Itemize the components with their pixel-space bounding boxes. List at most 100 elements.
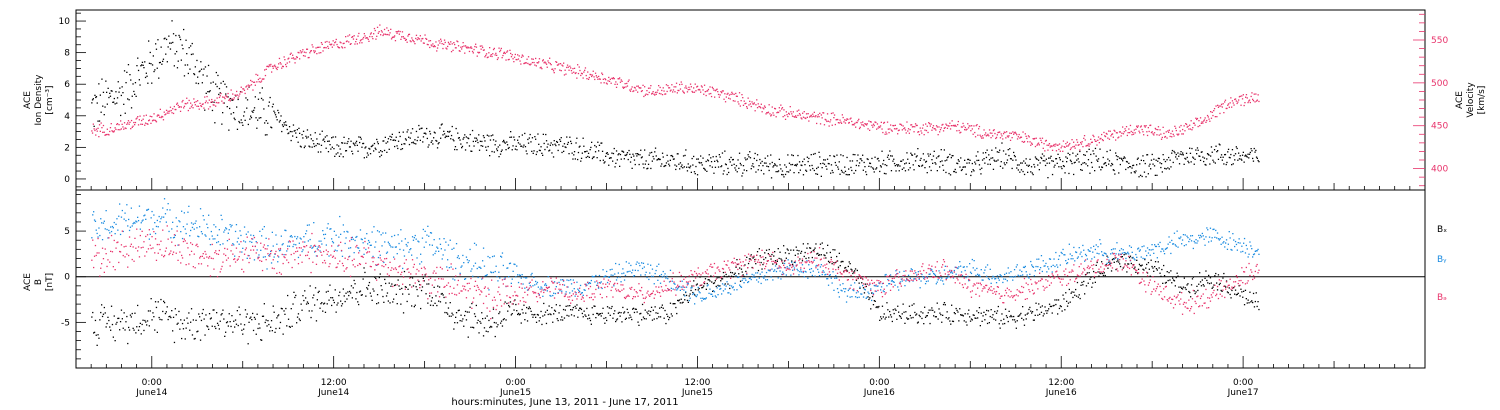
b-point-by — [159, 221, 161, 223]
b-point-by — [573, 288, 575, 290]
b-tick-label: 5 — [64, 227, 70, 237]
velocity-point — [569, 65, 571, 67]
density-point — [1211, 151, 1213, 153]
velocity-point — [742, 97, 744, 99]
velocity-point — [608, 76, 610, 79]
density-point — [999, 149, 1001, 151]
velocity-point — [443, 43, 445, 45]
b-point-bx — [1191, 278, 1194, 280]
velocity-point — [250, 79, 252, 82]
b-point-by — [588, 282, 591, 284]
b-point-by — [409, 249, 411, 251]
density-point — [286, 128, 288, 131]
velocity-point — [481, 45, 483, 47]
b-point-bx — [1161, 268, 1163, 271]
b-point-bx — [836, 255, 838, 258]
density-point — [92, 98, 94, 100]
density-point — [1209, 163, 1211, 165]
velocity-point — [141, 119, 143, 122]
velocity-point — [349, 43, 351, 45]
density-point — [1234, 159, 1236, 161]
density-point — [782, 174, 784, 176]
b-point-bx — [561, 316, 563, 318]
velocity-point — [841, 114, 843, 116]
b-point-bx — [765, 249, 768, 251]
density-point — [1003, 162, 1005, 164]
velocity-series — [91, 24, 1260, 152]
density-point — [209, 90, 211, 92]
b-point-bx — [788, 252, 790, 255]
b-point-bx — [676, 312, 678, 315]
velocity-point — [1111, 133, 1114, 135]
b-point-bx — [891, 320, 893, 323]
velocity-point — [877, 127, 879, 129]
b-point-bx — [346, 298, 348, 300]
b-point-bx — [131, 312, 133, 315]
b-point-bx — [818, 254, 821, 256]
density-point — [1161, 171, 1163, 173]
b-point-by — [331, 238, 333, 240]
velocity-point — [596, 76, 598, 78]
density-point — [561, 151, 563, 154]
b-point-bx — [650, 310, 652, 313]
b-point-bx — [864, 283, 866, 285]
density-point — [708, 154, 710, 156]
density-point — [215, 83, 217, 85]
velocity-point — [1044, 150, 1046, 152]
density-point — [1025, 158, 1027, 160]
density-point — [765, 162, 767, 164]
velocity-point — [361, 42, 363, 44]
b-point-bx — [457, 309, 459, 312]
b-point-bx — [456, 322, 459, 324]
b-point-bx — [889, 314, 892, 316]
b-point-bx — [688, 295, 690, 297]
b-point-bx — [1162, 282, 1164, 284]
density-point — [931, 159, 933, 161]
velocity-point — [240, 86, 242, 88]
density-point — [940, 149, 942, 151]
velocity-point — [1230, 97, 1232, 99]
velocity-point — [352, 36, 354, 38]
velocity-point — [384, 33, 386, 35]
density-point — [883, 159, 885, 162]
density-point — [349, 146, 351, 148]
b-point-by — [143, 215, 145, 217]
density-point — [608, 157, 611, 159]
velocity-point — [1069, 142, 1071, 145]
velocity-point — [689, 88, 691, 91]
density-point — [1042, 160, 1044, 162]
b-point-by — [377, 256, 380, 259]
b-point-by — [356, 235, 358, 238]
density-point — [728, 171, 730, 174]
b-point-bx — [243, 324, 246, 326]
density-point — [309, 146, 311, 148]
b-point-bx — [249, 317, 251, 319]
density-point — [572, 158, 574, 160]
density-point — [526, 153, 528, 155]
b-point-by — [237, 237, 239, 239]
b-point-bx — [910, 317, 912, 319]
velocity-point — [1092, 134, 1094, 136]
density-point — [447, 135, 450, 137]
velocity-point — [992, 129, 995, 132]
velocity-point — [614, 83, 616, 85]
b-point-bx — [323, 302, 326, 304]
density-point — [607, 153, 609, 155]
b-point-bx — [748, 258, 751, 260]
b-point-bx — [187, 322, 189, 324]
b-point-bx — [873, 300, 875, 302]
density-point — [1010, 158, 1012, 160]
b-point-by — [320, 240, 322, 242]
b-point-bx — [1088, 272, 1090, 274]
velocity-point — [520, 56, 523, 58]
density-point — [544, 148, 546, 151]
b-point-bx — [1018, 315, 1020, 317]
b-point-by — [420, 261, 423, 263]
b-point-bx — [237, 324, 239, 327]
velocity-point — [885, 131, 887, 133]
velocity-point — [914, 126, 916, 128]
velocity-point — [482, 46, 484, 49]
b-point-bx — [612, 317, 614, 319]
b-point-by — [284, 229, 286, 231]
